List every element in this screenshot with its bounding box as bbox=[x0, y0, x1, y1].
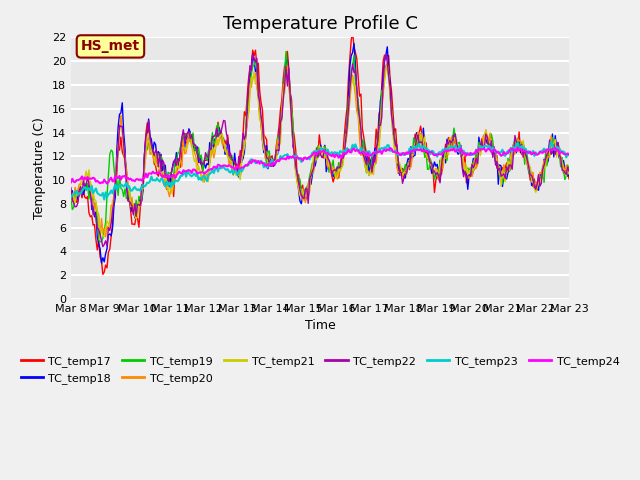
TC_temp21 bbox=[286, 99, 294, 105]
TC_temp20 bbox=[67, 197, 75, 203]
TC_temp21 bbox=[217, 132, 225, 138]
TC_temp20 bbox=[96, 235, 104, 241]
TC_temp22 bbox=[67, 185, 75, 191]
TC_temp22 bbox=[288, 117, 296, 123]
TC_temp18 bbox=[217, 133, 225, 139]
Line: TC_temp18: TC_temp18 bbox=[71, 44, 569, 263]
TC_temp19 bbox=[288, 106, 296, 111]
TC_temp22 bbox=[217, 130, 225, 136]
TC_temp18 bbox=[540, 156, 548, 162]
TC_temp20 bbox=[242, 134, 250, 140]
TC_temp21 bbox=[67, 192, 75, 198]
TC_temp24 bbox=[67, 180, 75, 185]
TC_temp20 bbox=[540, 157, 548, 163]
TC_temp20 bbox=[234, 170, 241, 176]
TC_temp23 bbox=[539, 147, 547, 153]
TC_temp17 bbox=[565, 176, 573, 182]
TC_temp20 bbox=[217, 133, 225, 139]
TC_temp24 bbox=[234, 163, 241, 169]
TC_temp17 bbox=[217, 128, 225, 134]
TC_temp17 bbox=[242, 113, 250, 119]
TC_temp19 bbox=[242, 126, 250, 132]
TC_temp20 bbox=[129, 210, 137, 216]
TC_temp22 bbox=[540, 162, 548, 168]
TC_temp23 bbox=[129, 186, 137, 192]
TC_temp18 bbox=[234, 171, 241, 177]
TC_temp22 bbox=[129, 212, 137, 217]
Title: Temperature Profile C: Temperature Profile C bbox=[223, 15, 417, 33]
TC_temp19 bbox=[234, 171, 241, 177]
TC_temp23 bbox=[286, 154, 294, 160]
TC_temp22 bbox=[234, 169, 241, 175]
TC_temp18 bbox=[350, 41, 358, 47]
TC_temp17 bbox=[234, 162, 241, 168]
TC_temp21 bbox=[540, 163, 548, 169]
TC_temp19 bbox=[129, 211, 137, 216]
TC_temp17 bbox=[540, 161, 548, 167]
TC_temp18 bbox=[242, 132, 250, 137]
TC_temp22 bbox=[242, 132, 250, 138]
TC_temp21 bbox=[383, 62, 391, 68]
Y-axis label: Temperature (C): Temperature (C) bbox=[33, 117, 46, 219]
TC_temp19 bbox=[540, 180, 548, 185]
TC_temp20 bbox=[565, 168, 573, 174]
TC_temp23 bbox=[565, 153, 573, 158]
Line: TC_temp19: TC_temp19 bbox=[71, 51, 569, 242]
Line: TC_temp24: TC_temp24 bbox=[71, 147, 569, 183]
TC_temp23 bbox=[217, 166, 225, 171]
TC_temp17 bbox=[67, 192, 75, 198]
TC_temp24 bbox=[286, 154, 294, 159]
TC_temp24 bbox=[540, 148, 548, 154]
TC_temp17 bbox=[349, 29, 356, 35]
Line: TC_temp21: TC_temp21 bbox=[71, 65, 569, 236]
TC_temp21 bbox=[234, 171, 241, 177]
TC_temp18 bbox=[129, 204, 137, 210]
TC_temp18 bbox=[98, 260, 106, 266]
TC_temp19 bbox=[565, 166, 573, 172]
Line: TC_temp20: TC_temp20 bbox=[71, 64, 569, 238]
TC_temp24 bbox=[514, 144, 522, 150]
TC_temp24 bbox=[242, 162, 250, 168]
TC_temp22 bbox=[565, 168, 573, 174]
TC_temp18 bbox=[286, 90, 294, 96]
TC_temp20 bbox=[383, 61, 391, 67]
TC_temp21 bbox=[565, 171, 573, 177]
TC_temp17 bbox=[99, 272, 107, 277]
TC_temp18 bbox=[565, 172, 573, 178]
TC_temp22 bbox=[99, 244, 107, 250]
TC_temp23 bbox=[547, 139, 555, 144]
TC_temp18 bbox=[67, 192, 75, 198]
Line: TC_temp22: TC_temp22 bbox=[71, 54, 569, 247]
Line: TC_temp17: TC_temp17 bbox=[71, 32, 569, 275]
TC_temp24 bbox=[565, 151, 573, 157]
TC_temp19 bbox=[96, 239, 104, 245]
X-axis label: Time: Time bbox=[305, 320, 335, 333]
TC_temp23 bbox=[234, 172, 241, 178]
TC_temp24 bbox=[129, 177, 137, 183]
TC_temp21 bbox=[242, 131, 250, 137]
TC_temp24 bbox=[103, 180, 111, 186]
TC_temp23 bbox=[67, 195, 75, 201]
TC_temp23 bbox=[100, 197, 108, 203]
TC_temp21 bbox=[100, 233, 108, 239]
TC_temp24 bbox=[217, 163, 225, 169]
TC_temp19 bbox=[67, 193, 75, 199]
Legend: TC_temp17, TC_temp18, TC_temp19, TC_temp20, TC_temp21, TC_temp22, TC_temp23, TC_: TC_temp17, TC_temp18, TC_temp19, TC_temp… bbox=[16, 352, 624, 388]
Text: HS_met: HS_met bbox=[81, 39, 140, 53]
TC_temp19 bbox=[217, 132, 225, 138]
TC_temp22 bbox=[249, 51, 257, 57]
TC_temp21 bbox=[129, 201, 137, 206]
TC_temp17 bbox=[129, 221, 137, 227]
TC_temp19 bbox=[282, 48, 290, 54]
TC_temp20 bbox=[286, 96, 294, 102]
TC_temp17 bbox=[286, 90, 294, 96]
Line: TC_temp23: TC_temp23 bbox=[71, 142, 569, 200]
TC_temp23 bbox=[242, 162, 250, 168]
